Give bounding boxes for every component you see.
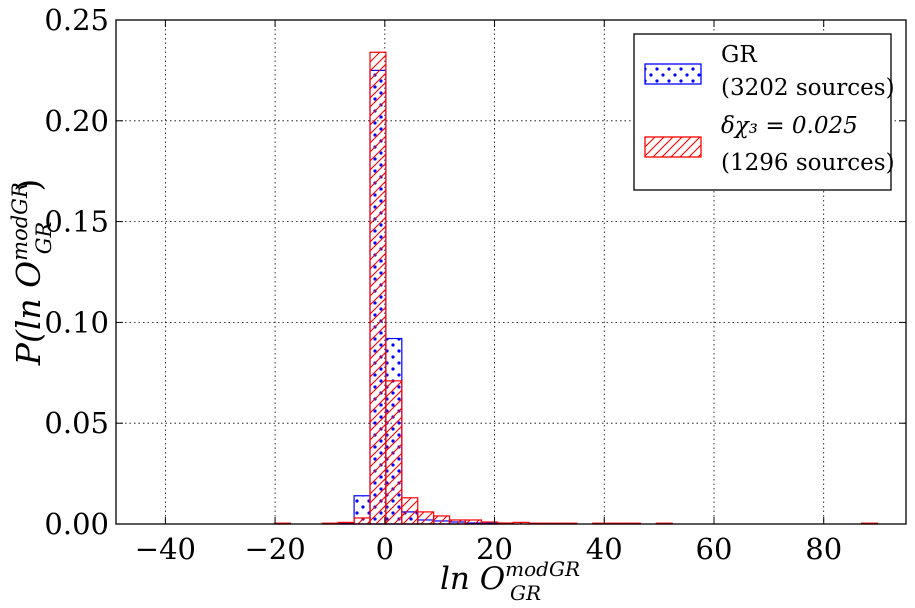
grid-lines <box>116 20 906 524</box>
x-tick-label: 80 <box>805 532 842 566</box>
x-tick-label: 60 <box>696 532 733 566</box>
y-axis-label: P(ln OmodGRGR) <box>8 179 56 367</box>
x-axis-label-sup: modGR <box>505 557 580 581</box>
y-axis-label-sub: GR <box>32 221 56 254</box>
legend-count-modgr: (1296 sources) <box>721 150 895 176</box>
y-axis-label-sup: modGR <box>8 182 32 261</box>
y-tick-label: 0.05 <box>44 406 109 440</box>
y-tick-label: 0.20 <box>44 104 109 138</box>
histogram-bar-modgr <box>401 497 419 525</box>
legend: GR (3202 sources) δχ₃ = 0.025 (1296 sour… <box>633 33 895 191</box>
y-axis-label-suffix: ) <box>9 179 48 192</box>
y-tick-label: 0.25 <box>44 3 109 37</box>
y-tick-label: 0.00 <box>44 507 109 541</box>
histogram-bar-modgr <box>353 517 371 525</box>
y-axis-label-prefix: P(ln O <box>9 261 48 366</box>
histogram-bar-modgr <box>385 380 403 525</box>
histogram-bar-modgr <box>433 515 451 525</box>
plot-frame <box>115 19 907 525</box>
x-tick-label: 40 <box>586 532 623 566</box>
x-axis-label-base: ln O <box>440 561 505 597</box>
x-tick-label: −40 <box>135 532 196 566</box>
x-tick-label: 0 <box>376 532 394 566</box>
x-axis-label: ln OmodGR GR <box>440 557 580 605</box>
x-tick-label: −20 <box>244 532 305 566</box>
x-axis-label-sub: GR <box>510 581 541 605</box>
legend-label-gr: GR <box>721 42 757 68</box>
y-tick-label: 0.15 <box>44 205 109 239</box>
legend-count-gr: (3202 sources) <box>721 75 895 101</box>
legend-label-modgr: δχ₃ = 0.025 <box>721 113 858 139</box>
histogram-bar-modgr <box>369 51 387 525</box>
y-tick-label: 0.10 <box>44 305 109 339</box>
axis-ticks: −40 −20 0 20 40 60 80 0.00 0.05 0.10 0.15 0.20 0.25 <box>44 3 906 566</box>
legend-box <box>633 33 892 191</box>
legend-swatch-modgr <box>644 136 702 158</box>
legend-swatch-gr <box>644 63 702 85</box>
x-tick-label: 20 <box>476 532 513 566</box>
histogram-bar-modgr <box>417 511 435 525</box>
